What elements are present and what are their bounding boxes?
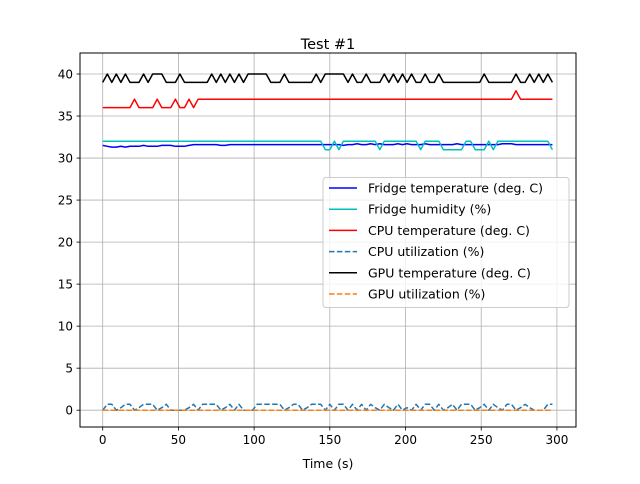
legend-label-fridge-humidity: Fridge humidity (%): [368, 202, 491, 217]
y-tick-label: 5: [65, 362, 73, 376]
series-lines: [102, 73, 554, 411]
legend-label-gpu-temperature-deg-c: GPU temperature (deg. C): [368, 265, 531, 280]
x-tick-label: 200: [394, 433, 417, 447]
series-line-cpu-temperature-deg-c: [102, 90, 553, 109]
axes-frame: [79, 52, 577, 428]
x-tick-label: 100: [243, 433, 266, 447]
legend-label-fridge-temperature-deg-c: Fridge temperature (deg. C): [368, 181, 543, 196]
legend-label-cpu-temperature-deg-c: CPU temperature (deg. C): [368, 223, 530, 238]
y-tick-label: 30: [58, 152, 73, 166]
series-line-fridge-humidity: [102, 140, 554, 151]
y-tick-label: 25: [58, 194, 73, 208]
chart-title: Test #1: [300, 37, 356, 53]
series-line-fridge-temperature-deg-c: [102, 143, 553, 148]
series-line-gpu-temperature-deg-c: [102, 73, 554, 84]
legend: Fridge temperature (deg. C) Fridge humidi…: [322, 177, 570, 308]
y-tick-label: 0: [65, 404, 73, 418]
x-tick-label: 250: [470, 433, 493, 447]
x-axis-label: Time (s): [302, 456, 354, 471]
x-tick-label: 50: [171, 433, 186, 447]
y-tick-label: 15: [58, 278, 73, 292]
ticks: 0 50 100 150 200 250 300 0 5 10 15 20 25 30 35 40: [58, 68, 569, 447]
y-tick-label: 20: [58, 236, 73, 250]
y-tick-label: 35: [58, 110, 73, 124]
legend-label-gpu-utilization: GPU utilization (%): [368, 287, 485, 302]
x-tick-label: 0: [99, 433, 107, 447]
x-tick-label: 300: [545, 433, 568, 447]
legend-label-cpu-utilization: CPU utilization (%): [368, 244, 484, 259]
y-tick-label: 40: [58, 68, 73, 82]
x-tick-label: 150: [318, 433, 341, 447]
legend-box: [322, 177, 570, 308]
y-tick-label: 10: [58, 320, 73, 334]
